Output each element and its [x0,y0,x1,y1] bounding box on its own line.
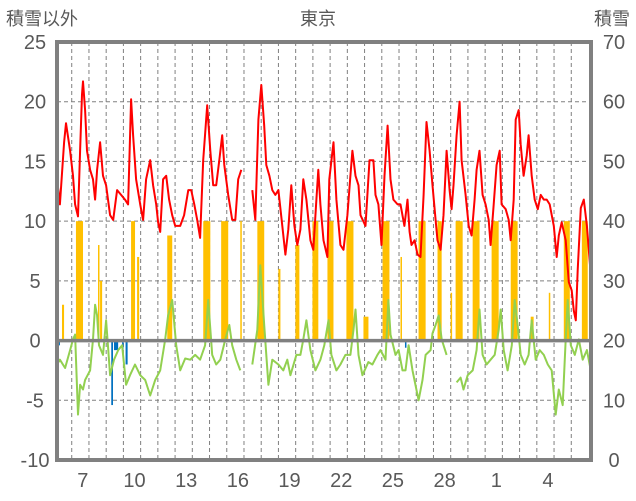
left-tick-label: 10 [24,211,46,233]
left-tick-label: -10 [21,450,50,472]
x-tick-label: 16 [227,470,249,492]
orange-bar [491,221,499,341]
orange-bar [455,221,463,341]
x-tick-label: 19 [278,470,300,492]
orange-bar [418,221,426,341]
orange-bar [240,221,242,341]
gridlines [57,42,591,460]
orange-bar [97,245,100,341]
orange-bar [167,235,173,341]
orange-bar [312,221,319,341]
x-tick-label: 22 [330,470,352,492]
right-tick-label: 30 [603,271,625,293]
orange-bar [382,221,390,341]
x-tick-label: 1 [491,470,502,492]
orange-bar [548,292,551,341]
x-tick-label: 10 [123,470,145,492]
orange-bar [363,316,369,341]
left-tick-label: 20 [24,92,46,114]
blue-bar [114,340,119,351]
x-tick-label: 28 [433,470,455,492]
orange-bar [278,268,281,341]
orange-bar [510,221,518,341]
orange-bar [400,256,402,341]
blue-bar [125,340,128,365]
bars [57,221,588,406]
right-tick-label: 50 [603,151,625,173]
left-tick-label: 0 [29,331,40,353]
left-tick-label: 25 [24,32,46,54]
blue-bar [111,340,113,406]
right-tick-label: 70 [603,32,625,54]
red-series-line [56,80,592,322]
orange-bar [346,221,354,341]
orange-bar [221,221,229,341]
right-tick-label: 60 [603,92,625,114]
right-tick-label: 0 [608,450,619,472]
x-tick-label: 13 [175,470,197,492]
right-tick-label: 10 [603,390,625,412]
left-tick-label: 15 [24,151,46,173]
right-axis-title: 積雪 [594,9,630,30]
orange-bar [472,221,480,341]
x-tick-label: 25 [382,470,404,492]
x-tick-label: 7 [77,470,88,492]
left-tick-label: 5 [29,271,40,293]
green-series-line [56,264,592,416]
left-axis-title: 積雪以外 [6,9,78,30]
orange-bar [437,221,442,341]
chart-title: 東京 [300,9,336,30]
left-tick-label: -5 [26,390,44,412]
orange-bar [100,280,103,341]
orange-bar [581,221,588,341]
orange-bar [450,292,453,341]
right-tick-label: 40 [603,211,625,233]
orange-bar [137,256,140,341]
orange-bar [131,221,136,341]
blue-bar [404,340,407,348]
right-tick-label: 20 [603,331,625,353]
orange-bar [563,221,570,341]
orange-bar [295,245,300,341]
orange-bar [61,304,65,341]
orange-bar [327,221,334,341]
orange-bar [203,221,211,341]
orange-bar [75,221,84,341]
plot-frame [55,40,593,462]
x-tick-label: 4 [542,470,553,492]
